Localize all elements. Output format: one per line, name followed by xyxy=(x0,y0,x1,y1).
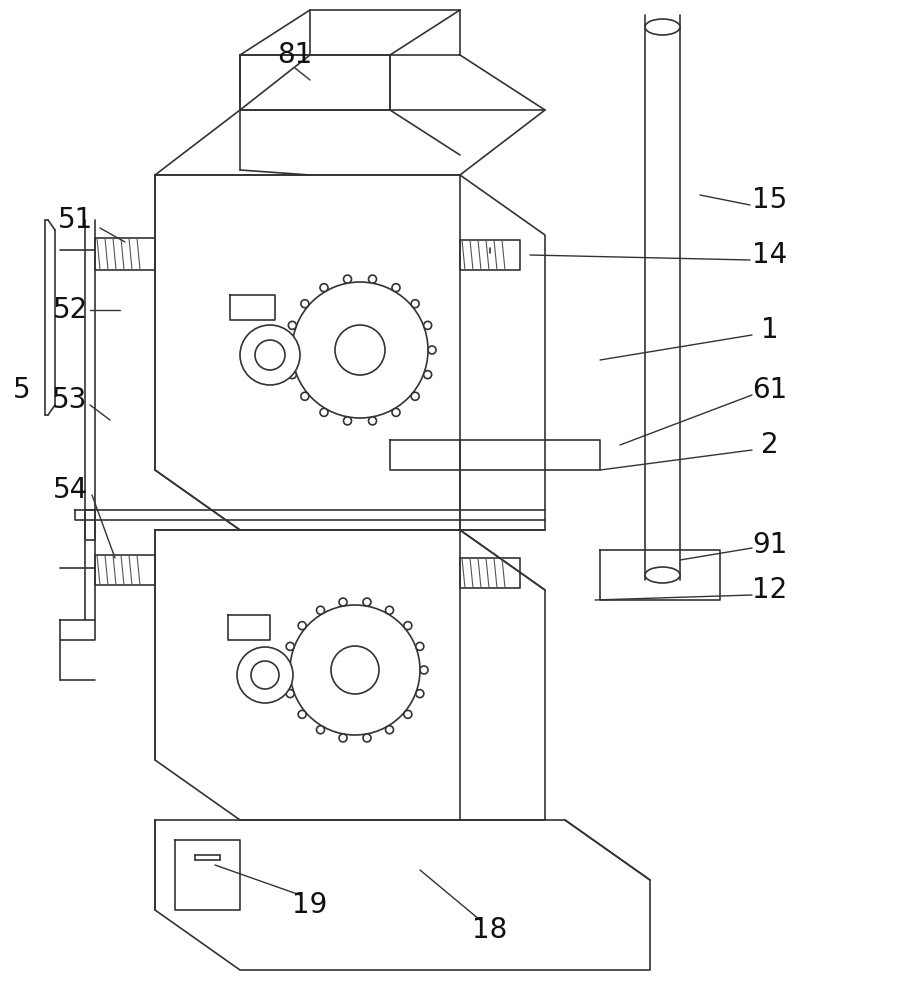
Ellipse shape xyxy=(369,417,376,425)
Ellipse shape xyxy=(320,408,328,416)
Text: 18: 18 xyxy=(472,916,508,944)
Ellipse shape xyxy=(289,371,296,379)
Ellipse shape xyxy=(298,622,306,630)
Ellipse shape xyxy=(255,340,285,370)
Ellipse shape xyxy=(286,690,294,698)
Text: 81: 81 xyxy=(278,41,313,69)
Ellipse shape xyxy=(411,392,420,400)
Ellipse shape xyxy=(385,606,394,614)
Ellipse shape xyxy=(369,275,376,283)
Ellipse shape xyxy=(316,606,325,614)
Ellipse shape xyxy=(392,284,400,292)
Ellipse shape xyxy=(404,710,412,718)
Ellipse shape xyxy=(301,300,309,308)
Ellipse shape xyxy=(416,642,424,650)
Text: 5: 5 xyxy=(13,376,30,404)
Ellipse shape xyxy=(645,567,680,583)
Ellipse shape xyxy=(428,346,436,354)
Ellipse shape xyxy=(284,346,292,354)
Ellipse shape xyxy=(339,734,347,742)
Text: 1: 1 xyxy=(762,316,779,344)
Ellipse shape xyxy=(385,726,394,734)
Ellipse shape xyxy=(316,726,325,734)
Ellipse shape xyxy=(363,734,371,742)
Ellipse shape xyxy=(331,646,379,694)
Ellipse shape xyxy=(645,19,680,35)
Text: 61: 61 xyxy=(752,376,787,404)
Ellipse shape xyxy=(320,284,328,292)
Ellipse shape xyxy=(290,605,420,735)
Ellipse shape xyxy=(420,666,428,674)
Text: 2: 2 xyxy=(762,431,779,459)
Text: 53: 53 xyxy=(53,386,88,414)
Ellipse shape xyxy=(411,300,420,308)
Ellipse shape xyxy=(251,661,279,689)
Ellipse shape xyxy=(298,710,306,718)
Ellipse shape xyxy=(392,408,400,416)
Ellipse shape xyxy=(416,690,424,698)
Text: 14: 14 xyxy=(752,241,787,269)
Ellipse shape xyxy=(404,622,412,630)
Ellipse shape xyxy=(286,642,294,650)
Ellipse shape xyxy=(289,321,296,329)
Ellipse shape xyxy=(344,275,351,283)
Ellipse shape xyxy=(237,647,293,703)
Text: 12: 12 xyxy=(752,576,787,604)
Ellipse shape xyxy=(301,392,309,400)
Text: 91: 91 xyxy=(752,531,787,559)
Ellipse shape xyxy=(335,325,385,375)
Text: 52: 52 xyxy=(53,296,88,324)
Ellipse shape xyxy=(363,598,371,606)
Ellipse shape xyxy=(423,321,431,329)
Text: 15: 15 xyxy=(752,186,787,214)
Ellipse shape xyxy=(344,417,351,425)
Ellipse shape xyxy=(240,325,300,385)
Ellipse shape xyxy=(282,666,290,674)
Text: 54: 54 xyxy=(53,476,88,504)
Ellipse shape xyxy=(339,598,347,606)
Text: 51: 51 xyxy=(57,206,92,234)
Ellipse shape xyxy=(423,371,431,379)
Ellipse shape xyxy=(292,282,428,418)
Text: 19: 19 xyxy=(292,891,327,919)
